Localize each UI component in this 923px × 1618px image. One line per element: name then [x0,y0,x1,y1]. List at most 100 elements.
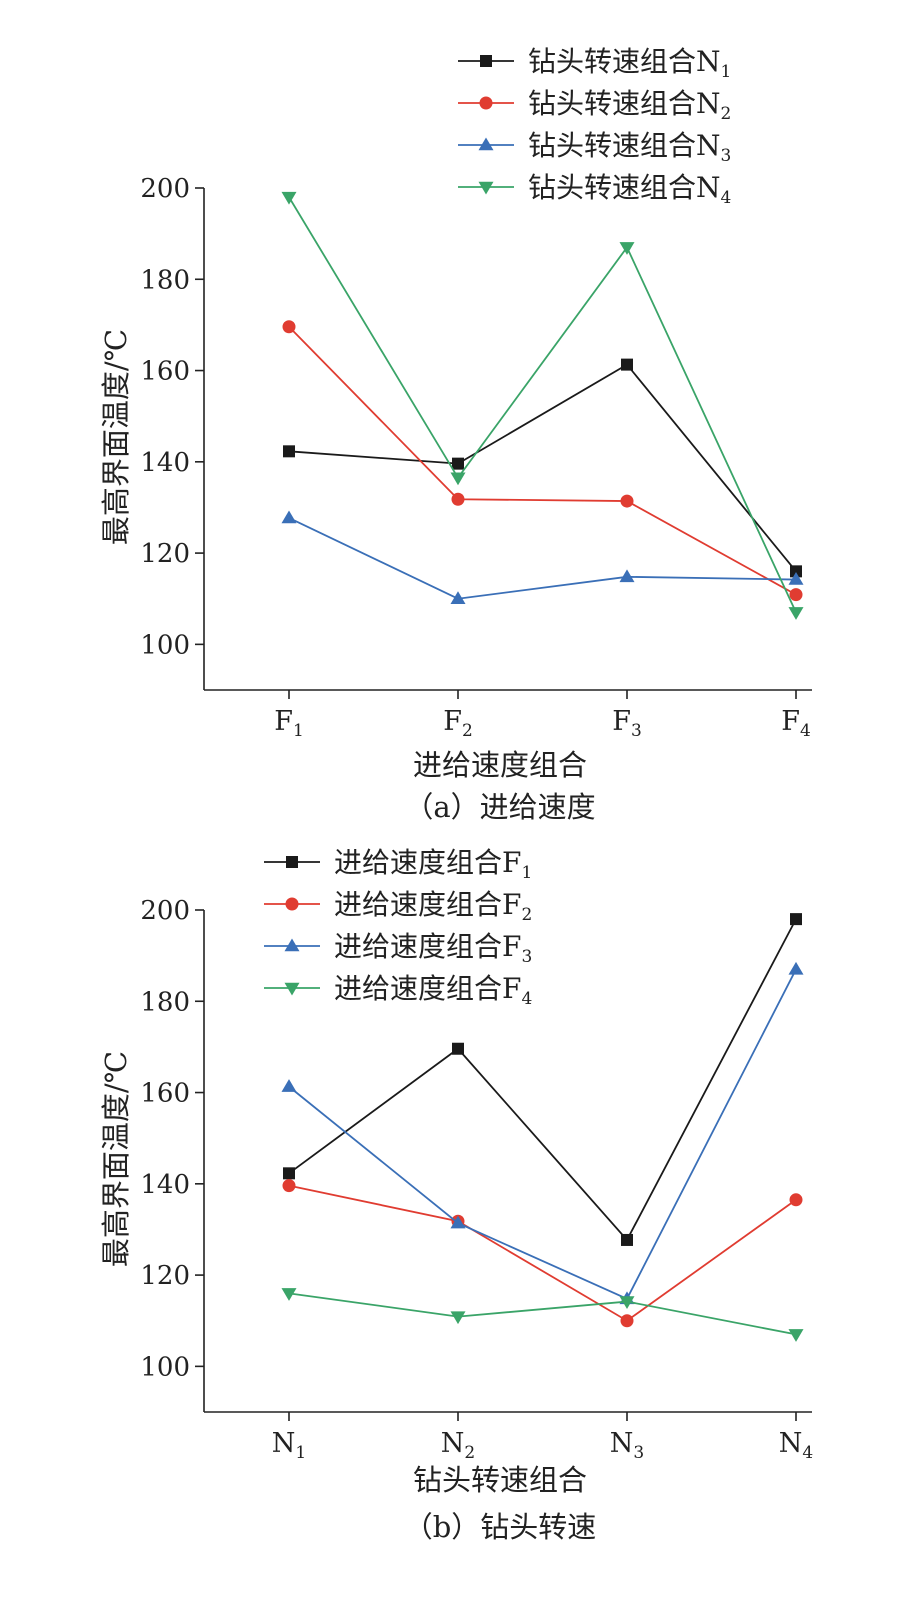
x-tick-label-text: F [781,706,800,737]
x-tick-label: N3 [610,1428,644,1463]
legend-label-text: 进给速度组合F [334,888,521,921]
series-line [288,968,797,1300]
legend-label-subscript: 2 [521,905,532,925]
legend-label: 进给速度组合F2 [334,888,532,925]
x-tick-label-text: F [274,706,293,737]
legend-marker [480,55,492,67]
data-point [451,492,465,506]
x-tick-label: F1 [274,706,304,741]
legend-label-text: 钻头转速组合N [528,129,721,162]
legend-label-text: 钻头转速组合N [528,171,721,204]
x-tick-label: F2 [443,706,473,741]
x-tick-label-text: N [441,1428,465,1459]
data-point [789,1193,803,1207]
data-point [450,1215,466,1229]
data-point [620,494,634,508]
legend-marker [284,982,300,996]
y-axis-label: 最高界面温度/℃ [99,329,133,545]
y-axis-label: 最高界面温度/℃ [99,1051,133,1267]
legend-label-subscript: 2 [721,104,732,124]
x-axis-label: 钻头转速组合 [413,1463,587,1497]
legend-marker [479,96,493,110]
x-tick-label-subscript: 1 [293,721,304,741]
x-tick-label-subscript: 4 [800,721,811,741]
data-point [619,1296,635,1310]
data-point [788,572,804,585]
series-line [288,196,797,613]
data-point [452,457,464,470]
x-tick-label-subscript: 4 [802,1443,813,1463]
y-tick-label: 200 [140,174,190,204]
y-tick-label: 160 [140,1079,190,1109]
data-point [450,591,466,604]
legend-label: 进给速度组合F1 [334,846,532,883]
data-point [790,565,802,578]
y-tick-label: 180 [140,987,190,1017]
x-tick-label: F3 [612,706,642,741]
legend-label-subscript: 3 [521,947,532,967]
legend-label: 钻头转速组合N4 [528,171,731,208]
x-tick-label-subscript: 2 [462,721,473,741]
series-line [288,1292,797,1336]
data-point [619,569,635,583]
series-line [288,918,797,1242]
legend-marker [286,856,298,868]
figure-caption: （a）进给速度 [404,790,595,824]
y-tick-label: 120 [140,1261,190,1291]
data-point [281,510,297,524]
x-tick-label-subscript: 1 [295,1443,306,1463]
x-tick-label-subscript: 3 [631,721,642,741]
data-point [788,607,804,620]
data-point [788,1329,804,1342]
x-tick-label: N1 [272,1428,306,1463]
data-point [619,242,635,255]
x-tick-label-text: N [272,1428,296,1459]
data-point [452,1042,464,1055]
series-line [288,363,797,572]
legend-marker [478,137,494,151]
data-point [282,1179,296,1193]
y-tick-label: 100 [140,630,190,660]
legend-label-text: 进给速度组合F [334,972,521,1005]
x-tick-label-text: F [443,706,462,737]
series-line [288,517,797,600]
data-point [450,472,466,486]
legend-label: 进给速度组合F4 [334,972,532,1009]
x-tick-label-text: N [779,1428,803,1459]
data-point [790,913,802,926]
x-tick-label: N4 [779,1428,813,1463]
legend-label-subscript: 1 [521,863,532,883]
data-point [281,1288,297,1301]
data-point [450,1311,466,1325]
series-line [288,1184,797,1322]
legend-label-text: 进给速度组合F [334,846,521,879]
x-tick-label-text: F [612,706,631,737]
x-tick-label-text: N [610,1428,634,1459]
y-tick-label: 140 [140,1170,190,1200]
y-tick-label: 180 [140,265,190,295]
data-point [283,1167,295,1180]
data-point [621,1233,633,1246]
x-tick-label: F4 [781,706,811,741]
y-tick-label: 200 [140,896,190,926]
legend-label-subscript: 4 [721,188,732,208]
x-tick-label-subscript: 2 [464,1443,475,1463]
legend-label-text: 进给速度组合F [334,930,521,963]
data-point [282,320,296,334]
y-tick-label: 140 [140,448,190,478]
data-point [283,445,295,458]
legend-label-text: 钻头转速组合N [528,45,721,78]
data-point [281,191,297,205]
legend-marker [284,938,300,952]
legend-label-subscript: 3 [721,146,732,166]
legend-label-subscript: 1 [721,62,732,82]
data-point [788,961,804,975]
legend-label: 进给速度组合F3 [334,930,532,967]
y-tick-label: 120 [140,539,190,569]
legend-label: 钻头转速组合N2 [528,87,731,124]
x-tick-label-subscript: 3 [633,1443,644,1463]
figure-caption: （b）钻头转速 [404,1510,597,1544]
x-axis-label: 进给速度组合 [413,748,587,782]
